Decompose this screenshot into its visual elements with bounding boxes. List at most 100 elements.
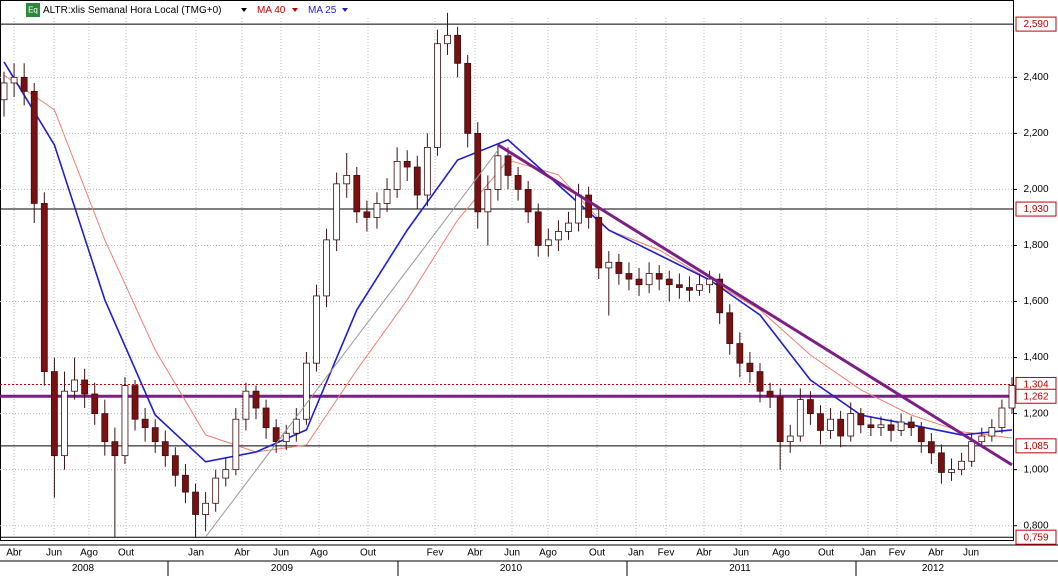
candle-body [101,413,109,443]
candle-body [978,435,986,443]
candle-body [282,432,290,443]
candle-body [796,399,804,437]
candle-body [887,424,895,431]
x-tick-label: Jan [628,548,644,559]
y-tick-label: 0,800 [1023,520,1048,531]
candle-body [645,273,653,286]
level-label-box [1015,201,1057,217]
y-tick-label: 1,800 [1023,240,1048,251]
candle-body [222,469,230,479]
candle-body [998,407,1006,429]
y-tick-label: 2,200 [1023,128,1048,139]
candle-body [51,371,58,457]
level-label-box [1015,388,1057,404]
y-tick-label: 1,400 [1023,352,1048,363]
candle-body [413,166,421,196]
candle-body [958,460,965,471]
dropdown[interactable] [292,8,298,12]
x-tick-label: Jan [860,548,876,559]
candle-body [393,161,401,190]
candle-body [847,413,855,437]
candle-body [71,379,78,392]
candle-body [615,261,623,274]
legend-ma40: MA 40 [257,5,286,16]
candle-body [655,273,663,280]
moving-average [3,61,1013,463]
x-tick-label: Abr [467,548,483,559]
y-tick-label: 1,000 [1023,464,1048,475]
candle-body [423,147,431,196]
x-tick-label: Out [589,548,605,559]
level-label-box [1015,16,1057,32]
candle-body [272,427,280,443]
chart-title: ALTR:xlis Semanal Hora Local (TMG+0) [43,5,221,16]
candle-body [464,62,472,134]
candle-body [968,441,976,462]
candle-body [434,43,441,148]
dropdown[interactable] [342,8,348,12]
y-tick-label: 1,200 [1023,408,1048,419]
candle-body [242,390,250,420]
candle-body [565,222,572,232]
candle-body [817,413,824,431]
level-label: 1,262 [1023,391,1048,402]
x-tick-label: Jun [733,548,749,559]
candle-body [766,390,774,398]
candle-body [91,393,99,415]
candle-body [585,194,593,218]
x-tick-label: Abr [696,548,712,559]
year-label: 2012 [922,563,945,574]
candle-body [182,474,189,493]
candle-body [474,132,482,213]
candle-body [544,239,552,246]
candle-body [302,362,310,420]
candle-body [0,82,8,101]
candle-body [776,396,784,443]
level-label: 2,590 [1023,19,1048,30]
candle-body [706,278,713,286]
candle-body [827,418,834,431]
candle-body [897,421,905,431]
candle-body [524,189,532,213]
candle-body [746,362,754,372]
year-label: 2009 [271,563,294,574]
candle-body [696,284,703,291]
candle-body [575,194,582,224]
candle-body [988,427,996,437]
candle-body [948,469,955,473]
candle-body [716,278,724,314]
candle-body [877,424,885,429]
candle-body [484,189,492,213]
level-label: 1,085 [1023,441,1048,452]
icon-box [26,3,40,17]
x-tick-label: Out [360,548,376,559]
candle-body [202,502,210,515]
y-tick-label: 2,400 [1023,72,1048,83]
candle-body [20,76,28,92]
level-label-box [1015,529,1057,545]
candle-body [917,427,925,443]
x-tick-label: Ago [539,548,557,559]
candle-body [686,287,693,291]
candle-body [353,175,361,213]
y-tick-label: 2,000 [1023,184,1048,195]
candle-body [292,418,300,434]
candle-body [161,441,169,457]
dropdown[interactable] [241,8,247,12]
x-tick-label: Out [118,548,134,559]
candle-body [403,161,411,168]
x-tick-label: Abr [6,548,22,559]
candle-body [1008,385,1016,409]
candle-body [252,390,260,409]
x-tick-label: Ago [80,548,98,559]
x-tick-label: Jun [273,548,289,559]
year-label: 2011 [729,563,751,574]
candle-body [343,175,351,185]
candle-body [61,390,68,457]
candle-body [454,34,462,64]
candle-body [151,427,159,443]
x-tick-label: Fev [889,548,906,559]
candle-body [736,343,744,364]
legend-ma25: MA 25 [308,5,337,16]
